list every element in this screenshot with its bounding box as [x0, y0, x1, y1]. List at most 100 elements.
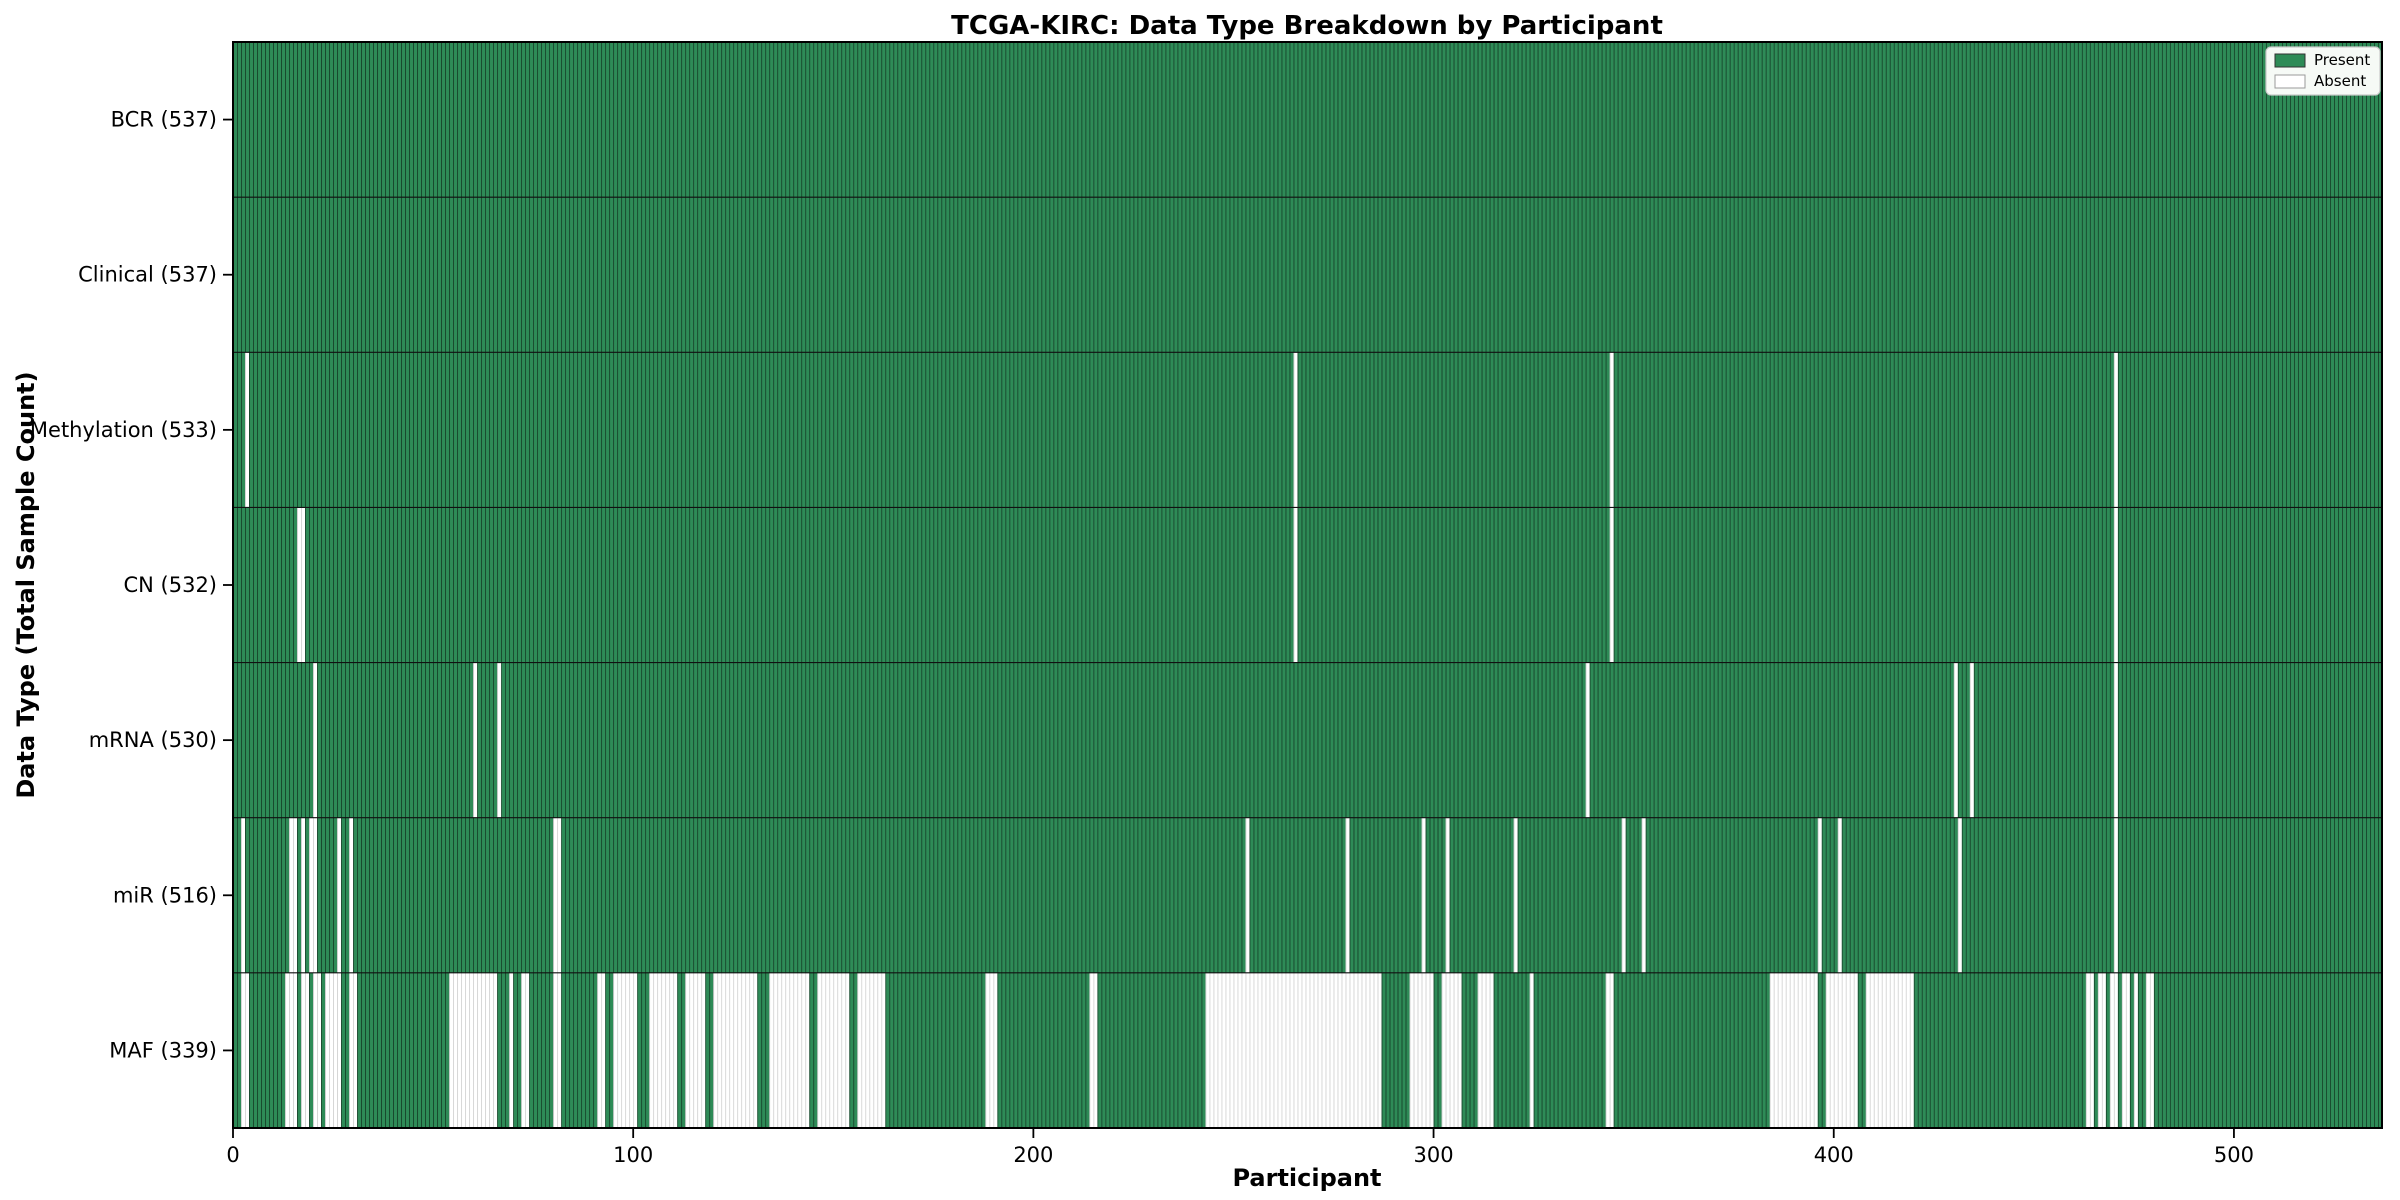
y-tick-label: CN (532) — [123, 573, 217, 597]
absent-bar — [613, 972, 638, 1128]
legend-swatch-absent — [2274, 74, 2306, 89]
absent-bar — [301, 817, 306, 973]
x-tick-label: 500 — [2214, 1143, 2254, 1167]
present-band — [233, 662, 2382, 818]
absent-bar — [1409, 972, 1434, 1128]
y-tick-label: miR (516) — [113, 883, 217, 907]
absent-bar — [245, 352, 250, 508]
absent-bar — [497, 662, 502, 818]
row-MAF — [233, 972, 2382, 1128]
absent-bar — [985, 972, 998, 1128]
absent-bar — [1205, 972, 1382, 1128]
absent-bar — [313, 972, 322, 1128]
absent-bar — [1957, 817, 1962, 973]
absent-bar — [2121, 972, 2130, 1128]
absent-bar — [1865, 972, 1914, 1128]
absent-bar — [2133, 972, 2138, 1128]
absent-bar — [1825, 972, 1858, 1128]
absent-bar — [1605, 972, 1614, 1128]
y-tick-label: MAF (339) — [109, 1038, 217, 1062]
absent-bar — [1089, 972, 1098, 1128]
absent-bar — [685, 972, 706, 1128]
absent-bar — [289, 817, 298, 973]
x-tick-label: 400 — [1814, 1143, 1854, 1167]
absent-bar — [473, 662, 478, 818]
absent-bar — [817, 972, 850, 1128]
absent-bar — [313, 662, 318, 818]
present-band — [233, 817, 2382, 973]
absent-bar — [241, 972, 250, 1128]
absent-bar — [349, 972, 358, 1128]
y-tick-label: Methylation (533) — [30, 418, 217, 442]
present-band — [233, 352, 2382, 508]
plot-area — [233, 42, 2382, 1128]
absent-bar — [241, 817, 246, 973]
absent-bar — [297, 507, 306, 663]
y-axis-title: Data Type (Total Sample Count) — [12, 371, 40, 798]
chart-title: TCGA-KIRC: Data Type Breakdown by Partic… — [951, 11, 1663, 41]
row-separators — [233, 196, 2382, 974]
absent-bar — [857, 972, 886, 1128]
axis-ticks: BCR (537) Clinical (537) Methylation (533)… — [30, 108, 2254, 1167]
y-tick-label: BCR (537) — [111, 108, 217, 132]
x-tick-label: 300 — [1414, 1143, 1454, 1167]
row-mRNA — [233, 662, 2382, 818]
absent-bar — [2113, 352, 2118, 508]
absent-bar — [2113, 507, 2118, 663]
legend-label-absent: Absent — [2314, 72, 2366, 90]
x-axis-title: Participant — [1232, 1164, 1381, 1192]
absent-bar — [1513, 817, 1518, 973]
absent-bar — [1953, 662, 1958, 818]
absent-bar — [449, 972, 498, 1128]
row-miR — [233, 817, 2382, 973]
row-Clinical — [233, 197, 2382, 353]
legend: Present Absent — [2265, 46, 2381, 96]
absent-bar — [1345, 817, 1350, 973]
x-tick-label: 200 — [1013, 1143, 1053, 1167]
absent-bar — [2113, 817, 2118, 973]
absent-bar — [769, 972, 810, 1128]
absent-bar — [2145, 972, 2154, 1128]
absent-bar — [2109, 972, 2118, 1128]
absent-bar — [1837, 817, 1842, 973]
absent-bar — [713, 972, 758, 1128]
absent-bar — [1621, 817, 1626, 973]
legend-label-present: Present — [2314, 51, 2370, 69]
absent-bar — [349, 817, 354, 973]
x-tick-label: 100 — [613, 1143, 653, 1167]
present-band — [233, 507, 2382, 663]
absent-bar — [1585, 662, 1590, 818]
absent-bar — [325, 972, 342, 1128]
absent-bar — [1817, 817, 1822, 973]
y-tick-label: Clinical (537) — [78, 263, 217, 287]
present-band — [233, 42, 2382, 198]
absent-bar — [1477, 972, 1494, 1128]
absent-bar — [521, 972, 530, 1128]
absent-bar — [337, 817, 342, 973]
absent-bar — [2085, 972, 2094, 1128]
present-band — [233, 197, 2382, 353]
absent-bar — [1641, 817, 1646, 973]
absent-bar — [1609, 507, 1614, 663]
absent-bar — [1529, 972, 1534, 1128]
absent-bar — [1245, 817, 1250, 973]
absent-bar — [1769, 972, 1818, 1128]
absent-bar — [553, 817, 562, 973]
absent-bar — [1445, 817, 1450, 973]
row-Methylation — [233, 352, 2382, 508]
absent-bar — [1609, 352, 1614, 508]
absent-bar — [301, 972, 310, 1128]
absent-bar — [1293, 352, 1298, 508]
y-tick-label: mRNA (530) — [89, 728, 217, 752]
row-BCR — [233, 42, 2382, 198]
absent-bar — [2113, 662, 2118, 818]
row-CN — [233, 507, 2382, 663]
x-tick-label: 0 — [226, 1143, 239, 1167]
legend-swatch-present — [2274, 53, 2306, 68]
absent-bar — [1421, 817, 1426, 973]
plot-border — [232, 41, 2383, 1129]
absent-bar — [597, 972, 606, 1128]
absent-bar — [285, 972, 298, 1128]
